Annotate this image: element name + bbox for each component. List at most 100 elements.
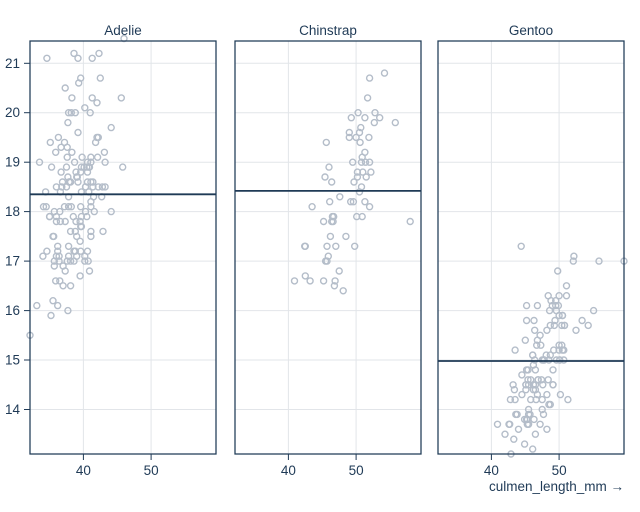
data-point — [353, 173, 362, 181]
data-point — [529, 445, 537, 453]
data-point — [68, 148, 76, 157]
data-point — [524, 405, 533, 414]
data-point — [62, 183, 71, 191]
data-point — [365, 74, 374, 82]
data-point — [83, 247, 92, 255]
data-point — [101, 158, 109, 166]
data-point — [61, 84, 69, 92]
data-point — [527, 395, 535, 404]
x-tick-label: 50 — [552, 463, 567, 478]
data-point — [356, 138, 364, 147]
data-point — [99, 227, 107, 236]
data-point — [72, 168, 80, 176]
data-point — [514, 425, 523, 433]
data-point — [95, 49, 103, 58]
data-point — [510, 386, 519, 394]
data-point — [64, 306, 72, 315]
y-tick-label: 14 — [5, 402, 21, 417]
data-point — [345, 133, 353, 142]
data-point — [47, 163, 56, 171]
data-point — [531, 366, 540, 374]
data-point — [118, 163, 127, 171]
data-point — [63, 153, 71, 161]
data-point — [326, 232, 335, 241]
data-point — [90, 207, 99, 216]
data-point — [564, 395, 572, 404]
data-point — [544, 376, 552, 384]
data-point — [89, 183, 97, 191]
data-point — [345, 128, 353, 137]
data-point — [54, 301, 62, 310]
data-point — [87, 227, 95, 236]
y-tick-label: 21 — [5, 56, 20, 71]
x-tick-label: 50 — [349, 463, 364, 478]
data-point — [533, 390, 542, 399]
data-point — [66, 282, 75, 290]
y-tick-label: 16 — [5, 303, 20, 318]
data-point — [319, 217, 328, 226]
data-point — [554, 267, 562, 275]
data-point — [107, 207, 115, 216]
data-point — [319, 277, 328, 285]
data-point — [555, 292, 563, 300]
data-point — [87, 202, 95, 211]
data-point — [518, 390, 526, 399]
data-point — [355, 128, 364, 137]
data-point — [550, 321, 558, 330]
data-point — [336, 193, 344, 201]
data-point — [357, 158, 366, 166]
data-point — [584, 321, 592, 330]
y-tick-label: 19 — [5, 155, 20, 170]
data-point — [69, 212, 78, 221]
panel-border — [29, 40, 217, 455]
data-point — [347, 113, 355, 122]
facet-adelie: Adelie 40 50 14 15 16 17 18 19 20 21 — [5, 23, 217, 478]
facet-title: Chinstrap — [299, 23, 357, 38]
data-point — [54, 247, 62, 255]
data-point — [538, 395, 546, 404]
data-point — [52, 217, 61, 226]
x-tick-label: 40 — [76, 463, 91, 478]
data-point — [81, 183, 90, 191]
data-point — [100, 148, 109, 157]
data-point — [349, 158, 357, 166]
data-point — [536, 420, 544, 428]
data-point — [70, 49, 78, 58]
data-point — [550, 346, 558, 354]
data-point — [335, 267, 343, 275]
data-point — [85, 163, 93, 171]
data-point — [552, 356, 561, 364]
facet-gentoo: Gentoo 40 50 — [437, 23, 628, 478]
data-point — [549, 381, 557, 389]
data-point — [531, 430, 540, 438]
data-point — [54, 133, 63, 142]
data-point — [87, 232, 95, 241]
panel-border — [437, 40, 625, 455]
data-point — [74, 128, 82, 137]
data-point — [76, 202, 85, 211]
data-point — [538, 405, 546, 414]
y-tick-label: 15 — [5, 353, 20, 368]
data-point — [39, 202, 48, 211]
data-point — [88, 94, 96, 102]
data-point — [542, 351, 550, 359]
data-point — [323, 242, 331, 251]
data-point — [71, 108, 80, 117]
y-tick-label: 18 — [5, 204, 20, 219]
data-point — [328, 178, 336, 186]
x-tick-label: 40 — [281, 463, 296, 478]
data-point — [534, 376, 542, 384]
data-point — [85, 267, 94, 275]
data-point — [358, 153, 366, 161]
data-point — [545, 306, 554, 315]
data-point — [45, 212, 54, 221]
data-point — [555, 341, 563, 349]
data-point — [76, 74, 85, 82]
data-point — [520, 440, 529, 448]
data-point — [76, 272, 84, 280]
data-point — [406, 217, 414, 226]
data-point — [562, 282, 571, 290]
data-point — [524, 381, 533, 389]
data-point — [70, 158, 79, 166]
data-point — [74, 54, 82, 62]
